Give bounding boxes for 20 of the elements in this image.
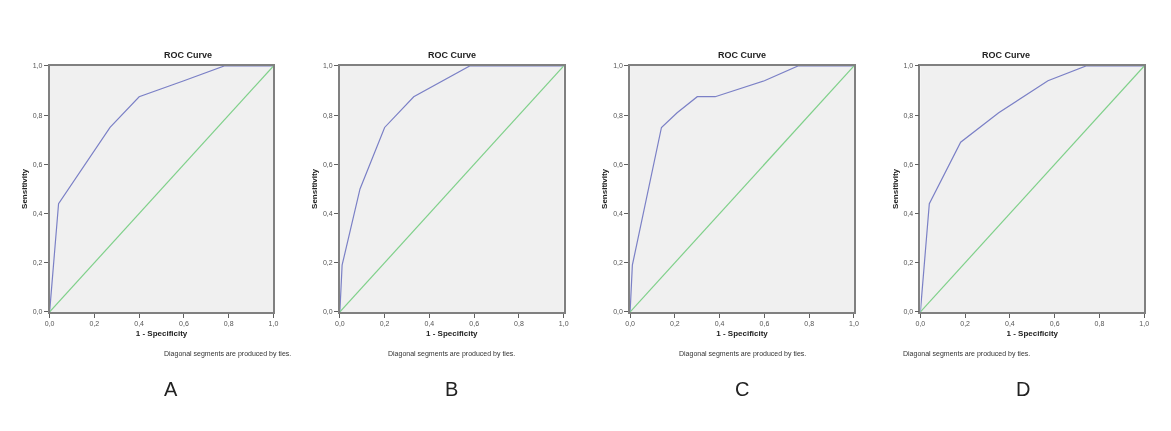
x-axis-title: 1 - Specificity xyxy=(135,328,188,338)
y-axis-title: Sensitivity xyxy=(600,168,610,209)
line-series xyxy=(630,65,854,312)
chart-title: ROC Curve xyxy=(718,50,767,60)
text: D xyxy=(1016,378,1031,400)
line-series xyxy=(49,65,274,312)
chart-title: ROC Curve xyxy=(164,50,213,60)
text: A xyxy=(164,378,178,400)
text: B xyxy=(445,378,459,400)
x-axis-title: 1 - Specificity xyxy=(1006,328,1059,338)
line-series xyxy=(920,65,1145,312)
chart-title: ROC Curve xyxy=(428,50,477,60)
x-axis-title: 1 - Specificity xyxy=(716,328,769,338)
line-series xyxy=(339,65,564,312)
y-axis-title: Sensitivity xyxy=(310,168,320,209)
chart-title: ROC Curve xyxy=(982,50,1031,60)
y-axis-title: Sensitivity xyxy=(890,168,900,209)
text: C xyxy=(735,378,750,400)
y-axis-title: Sensitivity xyxy=(19,168,29,209)
x-axis-title: 1 - Specificity xyxy=(425,328,479,338)
